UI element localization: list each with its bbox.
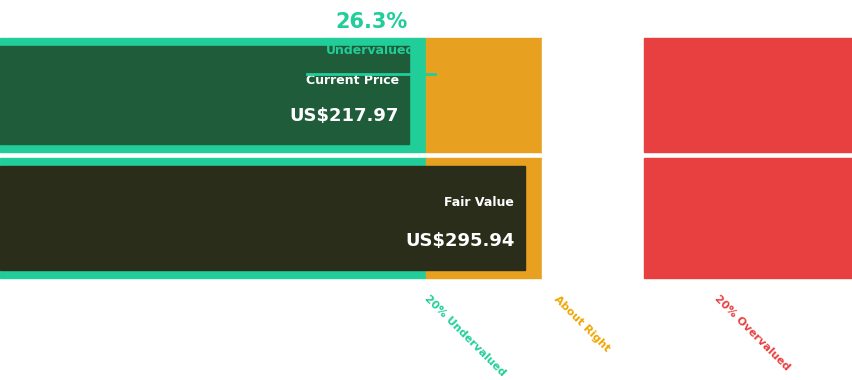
Bar <box>426 158 541 278</box>
Text: Undervalued: Undervalued <box>326 44 415 57</box>
Text: 26.3%: 26.3% <box>335 12 406 32</box>
Text: 20% Undervalued: 20% Undervalued <box>422 294 506 378</box>
Bar <box>0 46 409 144</box>
Bar <box>0 166 524 270</box>
Bar <box>643 38 852 152</box>
Text: Fair Value: Fair Value <box>444 196 514 209</box>
Bar <box>541 38 643 152</box>
Text: Current Price: Current Price <box>306 74 399 87</box>
Bar <box>426 38 541 152</box>
Text: US$217.97: US$217.97 <box>290 107 399 125</box>
Text: 20% Overvalued: 20% Overvalued <box>711 294 791 373</box>
Bar <box>541 158 643 278</box>
Text: US$295.94: US$295.94 <box>405 232 514 250</box>
Bar <box>643 158 852 278</box>
Text: About Right: About Right <box>552 294 611 353</box>
Bar <box>0 158 426 278</box>
Bar <box>0 38 426 152</box>
